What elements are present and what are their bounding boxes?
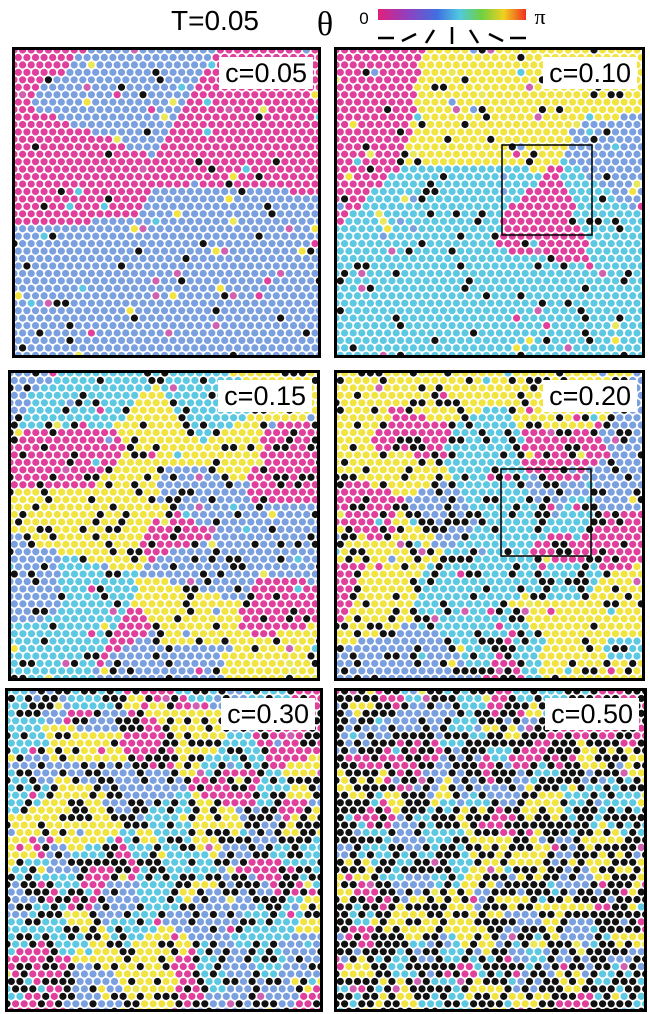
snapshot-panel: [8, 370, 320, 681]
panel-label: c=0.15: [218, 380, 312, 412]
panel-label: c=0.10: [543, 57, 637, 89]
particles: [5, 688, 323, 1012]
particles: [334, 688, 647, 1012]
snapshot-panel: [334, 688, 647, 1012]
panel-frame: [12, 47, 321, 358]
panel-frame: [8, 370, 320, 681]
particles: [334, 370, 645, 681]
panel-label: c=0.05: [219, 57, 313, 89]
panel-label: c=0.30: [221, 698, 315, 730]
orientation-glyphs: [378, 27, 526, 44]
panel-frame: [334, 370, 645, 681]
scale-min: 0: [359, 9, 368, 28]
header: T=0.05 θ 0 π: [171, 4, 546, 44]
panel-frame: [5, 688, 323, 1012]
inset-box: [501, 144, 593, 236]
particles: [8, 370, 320, 681]
snapshot-panel: [5, 688, 323, 1012]
particles: [12, 47, 321, 358]
inset-box: [500, 468, 592, 557]
panel-frame: [334, 688, 647, 1012]
particles: [334, 47, 645, 358]
panel-label: c=0.50: [545, 698, 639, 730]
snapshot-panel: [12, 47, 321, 358]
panel-frame: [334, 47, 645, 358]
color-bar: [378, 9, 526, 20]
snapshot-panel: [334, 370, 645, 681]
theta-symbol: θ: [317, 6, 333, 43]
panel-label: c=0.20: [543, 380, 637, 412]
scale-max: π: [534, 4, 545, 29]
title: T=0.05: [171, 5, 259, 36]
snapshot-panel: [334, 47, 645, 358]
